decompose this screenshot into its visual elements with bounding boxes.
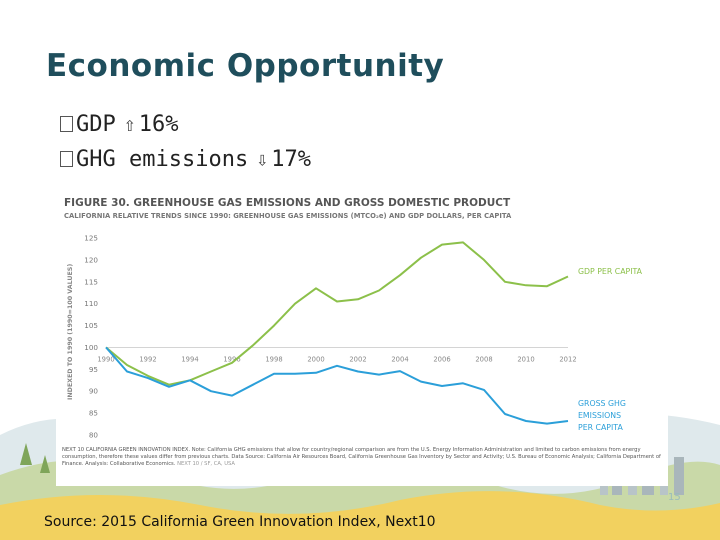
bullet-ghg: GHG emissions ⇩ 17% bbox=[60, 147, 311, 172]
up-arrow-icon: ⇧ bbox=[123, 112, 136, 136]
x-tick-label: 2010 bbox=[517, 355, 534, 363]
bullet-value: 16% bbox=[138, 112, 179, 137]
y-tick-label: 100 bbox=[84, 343, 98, 352]
x-tick-label: 2012 bbox=[559, 355, 576, 363]
bullet-box-icon bbox=[60, 116, 73, 132]
bullet-label: GHG emissions bbox=[76, 147, 249, 172]
legend-ghg: GROSS GHG EMISSIONS PER CAPITA bbox=[578, 399, 628, 432]
y-tick-label: 125 bbox=[84, 234, 98, 243]
legend-ghg-line-1: GROSS GHG bbox=[578, 399, 626, 408]
slide-title: Economic Opportunity bbox=[46, 48, 445, 84]
x-tick-label: 2008 bbox=[475, 355, 492, 363]
bullet-box-icon bbox=[60, 151, 73, 167]
down-arrow-icon: ⇩ bbox=[256, 147, 269, 171]
x-tick-label: 1992 bbox=[139, 355, 156, 363]
bullet-gdp: GDP ⇧ 16% bbox=[60, 112, 179, 137]
chart-figure: FIGURE 30. GREENHOUSE GAS EMISSIONS AND … bbox=[56, 190, 668, 486]
y-tick-label: 115 bbox=[84, 277, 98, 286]
bullet-label: GDP bbox=[76, 112, 116, 137]
bullet-value: 17% bbox=[271, 147, 311, 172]
y-tick-label: 85 bbox=[89, 409, 98, 418]
chart-notes: NEXT 10 CALIFORNIA GREEN INNOVATION INDE… bbox=[62, 447, 661, 467]
line-chart: FIGURE 30. GREENHOUSE GAS EMISSIONS AND … bbox=[62, 197, 661, 467]
x-tick-label: 1994 bbox=[181, 355, 198, 363]
series-line-gdp bbox=[105, 241, 569, 386]
source-citation: Source: 2015 California Green Innovation… bbox=[44, 514, 436, 530]
x-tick-label: 2006 bbox=[433, 355, 450, 363]
y-tick-label: 80 bbox=[89, 431, 99, 440]
x-tick-label: 1996 bbox=[223, 355, 240, 363]
y-tick-label: 90 bbox=[89, 387, 99, 396]
x-tick-label: 1998 bbox=[265, 355, 282, 363]
y-tick-label: 120 bbox=[84, 255, 98, 264]
x-tick-label: 2002 bbox=[349, 355, 366, 363]
x-tick-label: 2000 bbox=[307, 355, 324, 363]
chart-subtitle: CALIFORNIA RELATIVE TRENDS SINCE 1990: G… bbox=[64, 212, 512, 220]
x-tick-label: 1990 bbox=[97, 355, 114, 363]
legend-ghg-line-2: EMISSIONS bbox=[578, 411, 621, 420]
chart-footer: NEXT 10 / SF, CA, USA bbox=[177, 461, 235, 467]
series-line-ghg bbox=[105, 346, 569, 425]
legend-ghg-line-3: PER CAPITA bbox=[578, 423, 623, 432]
page-number: 15 bbox=[668, 492, 681, 503]
y-tick-label: 105 bbox=[84, 321, 98, 330]
x-tick-label: 2004 bbox=[391, 355, 408, 363]
y-axis-label: INDEXED TO 1990 (1990=100 VALUES) bbox=[67, 264, 74, 400]
legend-gdp: GDP PER CAPITA bbox=[578, 267, 643, 276]
chart-title: FIGURE 30. GREENHOUSE GAS EMISSIONS AND … bbox=[64, 197, 511, 209]
y-tick-label: 110 bbox=[84, 299, 98, 308]
y-tick-label: 95 bbox=[89, 365, 98, 374]
